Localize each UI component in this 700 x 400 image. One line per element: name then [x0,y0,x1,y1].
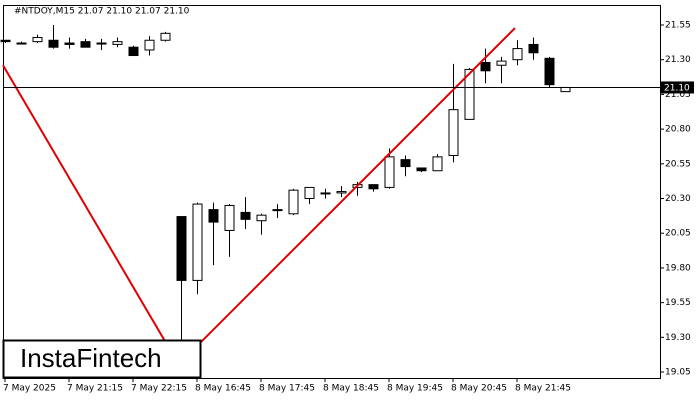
current-price-label: 21.10 [664,83,690,93]
candle-body [480,61,491,72]
y-tick-label: 19.80 [665,263,691,273]
candle-body [112,41,123,45]
candle-body [368,184,379,190]
candle-body [192,203,203,281]
candle-body [160,32,171,41]
candle-body [432,156,443,172]
candle-body [272,209,283,212]
watermark-box [2,339,202,379]
plot-frame [3,5,661,379]
x-tick-label: 7 May 22:15 [131,384,187,394]
candle-body [416,167,427,172]
candle-body [64,42,75,45]
watermark: InstaFintech [20,343,162,373]
candle-body [176,216,187,281]
candle-body [336,191,347,194]
candle-body [560,86,571,93]
y-tick-label: 21.05 [665,90,691,100]
y-tick-label: 20.05 [665,229,691,239]
candle-body [224,204,235,231]
y-tick-label: 21.55 [665,20,691,30]
candle-body [448,109,459,156]
x-tick-label: 8 May 19:45 [387,384,443,394]
candle-body [0,39,11,43]
y-tick-label: 19.30 [665,333,691,343]
candle-body [96,42,107,45]
candle-body [128,46,139,57]
candle-body [144,39,155,51]
candle-body [528,43,539,54]
y-tick-label: 20.80 [665,125,691,135]
current-price-box [660,81,694,94]
y-tick-label: 20.30 [665,194,691,204]
x-tick-label: 8 May 16:45 [195,384,251,394]
x-tick-label: 8 May 17:45 [259,384,315,394]
y-tick-label: 19.55 [665,298,691,308]
candle-body [240,211,251,220]
candle-body [384,156,395,188]
candle-body [512,48,523,61]
candle-body [80,41,91,48]
candle-body [496,60,507,66]
candle-body [464,68,475,120]
candle-body [16,42,27,45]
candle-body [544,57,555,86]
x-tick-label: 8 May 20:45 [451,384,507,394]
candle-body [320,192,331,195]
candle-body [288,189,299,215]
y-tick-label: 21.30 [665,55,691,65]
candle-body [400,159,411,168]
x-tick-label: 7 May 2025 [3,384,56,394]
y-tick-label: 20.55 [665,159,691,169]
candle-body [32,36,43,43]
chart-title: #NTDOY,M15 21.07 21.10 21.07 21.10 [14,7,190,17]
candle-body [48,39,59,48]
x-tick-label: 7 May 21:15 [67,384,123,394]
candle-body [304,186,315,200]
x-tick-label: 8 May 18:45 [323,384,379,394]
y-tick-label: 19.05 [665,368,691,378]
candle-body [208,209,219,223]
x-tick-label: 8 May 21:45 [515,384,571,394]
candle-body [256,214,267,222]
